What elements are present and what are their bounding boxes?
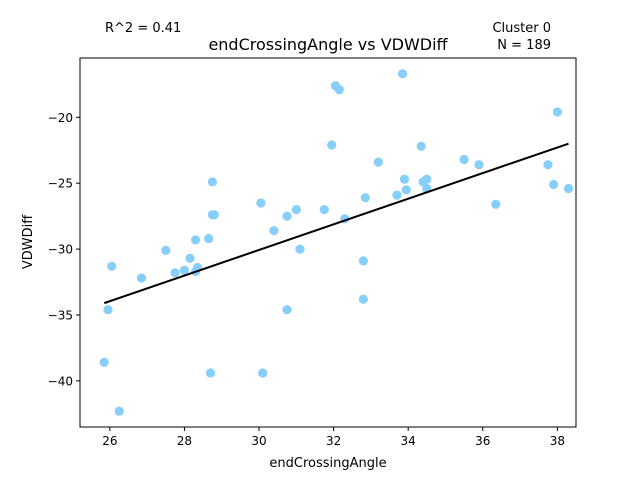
x-axis-label: endCrossingAngle	[269, 456, 386, 471]
x-tick-label: 34	[401, 434, 416, 448]
data-point	[543, 160, 553, 170]
data-point	[295, 244, 305, 254]
y-tick-label: −20	[48, 111, 73, 125]
data-point	[552, 107, 563, 117]
data-point	[474, 160, 484, 170]
data-point	[360, 193, 370, 203]
x-tick-label: 36	[475, 434, 490, 448]
plot-area-frame	[79, 57, 577, 428]
data-point	[563, 183, 574, 194]
data-point	[319, 205, 329, 215]
data-point	[334, 85, 344, 95]
data-point	[282, 305, 292, 315]
x-tick-label: 26	[102, 434, 117, 448]
regression-layer	[103, 142, 569, 305]
r-squared-annotation: R^2 = 0.41	[105, 21, 181, 36]
data-point	[358, 294, 368, 304]
data-point	[373, 157, 383, 167]
y-axis-label: VDWDiff	[21, 214, 36, 269]
data-point	[207, 177, 217, 187]
data-point	[256, 198, 266, 208]
data-point	[291, 205, 301, 215]
data-point	[258, 368, 268, 378]
data-point	[416, 141, 426, 151]
y-tick-label: −35	[48, 308, 73, 322]
x-tick-label: 38	[550, 434, 565, 448]
data-point	[459, 154, 469, 165]
data-point	[170, 268, 180, 278]
data-point	[103, 305, 113, 315]
data-point	[204, 233, 214, 244]
data-point	[399, 174, 410, 184]
ticks-layer: 26 28 30 32 34 36 38 −40 −35 −30 −25 −20	[48, 111, 565, 448]
regression-line	[103, 142, 569, 305]
data-point	[422, 174, 432, 184]
data-point	[185, 253, 195, 263]
data-point	[136, 273, 147, 283]
data-point	[269, 226, 279, 236]
data-point	[191, 235, 201, 245]
x-tick-label: 28	[177, 434, 192, 448]
data-point	[358, 256, 368, 266]
count-annotation: N = 189	[497, 38, 551, 53]
data-point	[161, 245, 171, 255]
data-point	[107, 261, 117, 271]
x-tick-label: 30	[251, 434, 266, 448]
data-point	[401, 185, 411, 195]
data-point	[209, 210, 219, 220]
y-tick-label: −30	[48, 243, 73, 257]
data-point	[205, 368, 216, 378]
chart-title: endCrossingAngle vs VDWDiff	[208, 35, 448, 54]
cluster-annotation: Cluster 0	[492, 21, 551, 36]
data-point	[99, 357, 109, 367]
x-tick-label: 32	[326, 434, 341, 448]
y-tick-label: −40	[48, 374, 73, 388]
data-point	[398, 69, 408, 79]
data-point	[179, 265, 189, 275]
data-point	[549, 179, 559, 190]
data-point	[114, 406, 124, 416]
y-tick-label: −25	[48, 177, 73, 191]
data-point	[392, 190, 402, 200]
data-point	[282, 211, 292, 221]
points-layer	[99, 69, 574, 416]
data-point	[491, 199, 501, 209]
data-point	[327, 140, 337, 150]
